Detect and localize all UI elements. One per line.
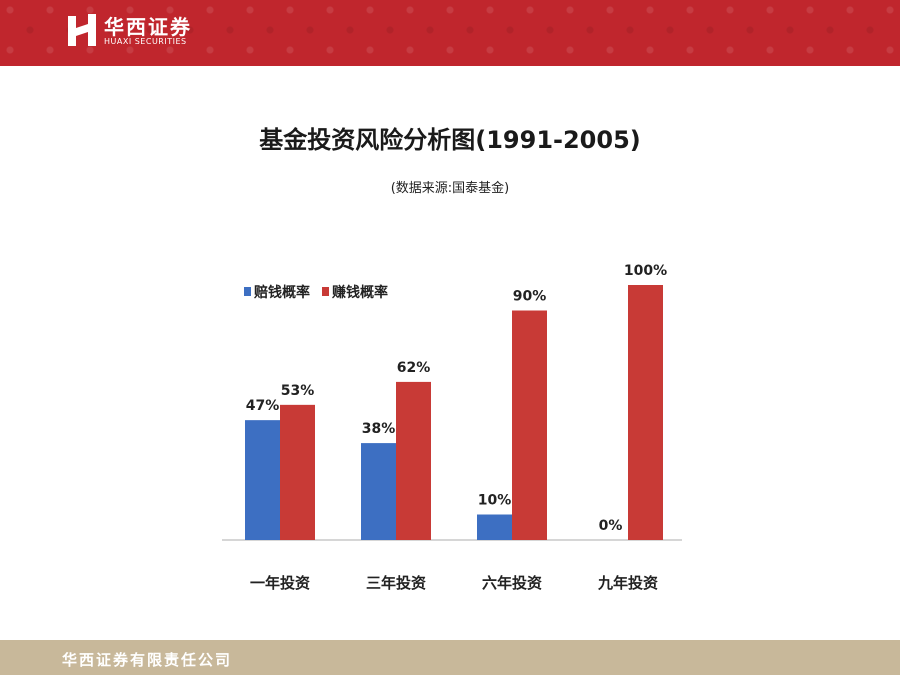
x-tick-label-2: 六年投资 [482,574,542,592]
logo-text-cn: 华西证券 [104,15,192,39]
data-label-loss-1: 38% [362,421,396,437]
bar-loss-0 [245,420,280,540]
data-label-loss-0: 47% [246,398,280,414]
bar-profit-2 [512,310,547,540]
bar-profit-1 [396,381,431,540]
bar-profit-3 [628,285,663,540]
data-label-loss-3: 0% [599,518,623,534]
data-label-loss-2: 10% [478,493,512,509]
legend-label-0: 赔钱概率 [253,284,310,301]
data-label-profit-0: 53% [281,383,315,399]
header-banner: 华西证券 HUAXI SECURITIES [0,0,900,66]
bar-loss-2 [477,514,512,540]
data-label-profit-3: 100% [624,263,667,279]
bar-loss-1 [361,443,396,540]
data-label-profit-1: 62% [397,360,431,376]
huaxi-logo-icon [68,14,96,46]
x-tick-label-3: 九年投资 [597,574,658,592]
x-tick-label-0: 一年投资 [250,574,310,592]
bar-chart: 47%53% 一年投资 38% 62% 三年投资 10% 90% 六年投资 0% 100% 九年投资… [222,263,682,592]
bar-profit-0 [280,404,315,540]
chart-title: 基金投资风险分析图(1991-2005) [259,126,641,154]
footer-company-name: 华西证券有限责任公司 [62,651,233,669]
legend-swatch-1 [322,287,329,296]
chart-subtitle: (数据来源:国泰基金) [390,181,510,196]
legend-label-1: 赚钱概率 [331,284,388,301]
legend-swatch-0 [244,287,251,296]
data-label-profit-2: 90% [513,289,547,305]
x-tick-label-1: 三年投资 [366,574,426,592]
logo-text-en: HUAXI SECURITIES [104,37,187,46]
footer-bar: 华西证券有限责任公司 [0,640,900,675]
